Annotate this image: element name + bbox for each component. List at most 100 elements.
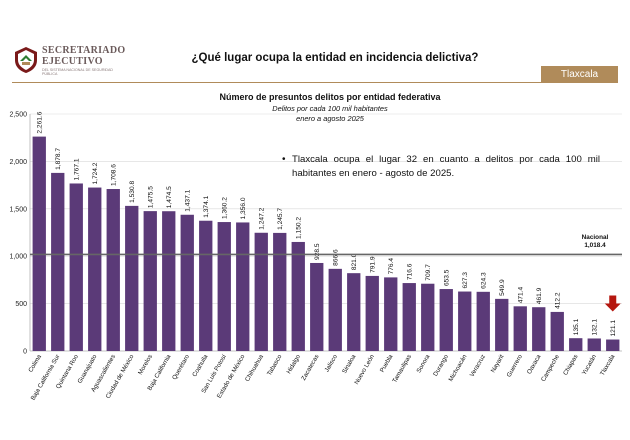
category-label: Nayarit [490,353,506,374]
category-label: Oaxaca [526,353,543,375]
bar [532,307,546,351]
y-tick-label: 500 [15,301,27,308]
bar-value-label: 1,878.7 [55,148,62,170]
bar [569,338,583,351]
national-average-value: 1,018.4 [584,242,606,249]
bar-value-label: 716.6 [407,263,414,280]
bar-value-label: 1,245.7 [277,208,284,230]
chart-period: enero a agosto 2025 [296,114,364,123]
bar [347,273,361,351]
bar [162,211,176,351]
bar-value-label: 624.3 [481,272,488,289]
highlight-arrow-icon [604,295,621,312]
seal-logo-icon [15,47,37,73]
category-label: Veracruz [469,354,487,379]
category-label: Colima [27,353,43,374]
category-label: Chihuahua [244,353,265,383]
bar [291,241,305,351]
bar-value-label: 461.9 [536,287,543,304]
bar-value-label: 1,724.2 [92,162,99,184]
y-tick-label: 1,500 [9,206,27,213]
y-tick-label: 1,000 [9,254,27,261]
org-subtitle: del Sistema Nacional de Seguridad Públic… [42,68,114,77]
bar [384,277,398,351]
bar [365,275,379,351]
bar-value-label: 549.9 [499,279,506,296]
category-label: Campeche [540,353,561,383]
bar-value-label: 121.1 [610,320,617,337]
category-label: Tabasco [266,353,284,377]
category-label: Tlaxcala [599,353,617,377]
category-label: Zacatecas [300,354,320,382]
bar [106,189,120,351]
bar-value-label: 866.6 [333,249,340,266]
category-label: Puebla [379,353,395,374]
bar [143,211,157,351]
bar [254,232,268,351]
bar [69,183,83,351]
page-title: ¿Qué lugar ocupa la entidad en incidenci… [191,52,479,64]
bar-value-label: 776.4 [388,258,395,275]
bar-value-label: 1,767.1 [74,158,81,180]
national-average-label: Nacional 1,018.4 [568,234,622,250]
category-label: Hidalgo [285,353,302,375]
chart-subtitle: Delitos por cada 100 mil habitantes [272,104,388,113]
bar-value-label: 709.7 [425,264,432,281]
bar [587,338,601,351]
bar-value-label: 627.3 [462,272,469,289]
bar [328,268,342,351]
bar [310,262,324,351]
bar-value-label: 1,475.5 [148,186,155,208]
category-label: Guerrero [506,353,525,378]
bar [217,222,231,351]
org-name: SECRETARIADO EJECUTIVO [42,45,126,67]
bar [51,172,65,351]
bar [273,232,287,351]
category-label: Yucatán [581,353,599,376]
bar [458,291,472,351]
bar-value-label: 1,374.1 [203,195,210,217]
category-label: Durango [432,353,450,378]
bar [421,283,435,351]
bar-value-label: 412.2 [555,292,562,309]
category-label: Jalisco [323,353,339,373]
bar-value-label: 2,261.6 [37,111,44,133]
category-label: Querétaro [171,353,191,381]
header-divider [12,82,618,83]
bar [476,291,490,351]
category-label: Morelos [137,354,154,377]
bar [88,187,102,351]
ranking-note: Tlaxcala ocupa el lugar 32 en cuanto a d… [282,153,600,181]
logo: SECRETARIADO EJECUTIVO del Sistema Nacio… [14,44,134,80]
y-tick-label: 2,500 [9,112,27,119]
bar [439,289,453,351]
bar [550,311,564,351]
bar [32,136,46,351]
category-label: Michoacán [447,353,468,383]
bar-value-label: 471.4 [518,286,525,303]
category-label: Sonora [415,353,431,374]
y-tick-label: 0 [23,349,27,356]
national-average-name: Nacional [581,234,609,241]
bar [180,214,194,351]
bar [125,205,139,351]
bar [606,339,620,351]
bar-value-label: 132.1 [592,319,599,336]
y-tick-label: 2,000 [9,159,27,166]
bar-value-label: 1,474.5 [166,186,173,208]
bar-value-label: 1,150.2 [296,217,303,239]
bar-value-label: 791.9 [370,256,377,273]
chart-title: Número de presuntos delitos por entidad … [219,92,441,102]
bar-value-label: 653.5 [444,269,451,286]
bar [402,283,416,351]
bar-value-label: 1,356.0 [240,197,247,219]
bar-value-label: 1,360.2 [222,197,229,219]
bar [513,306,527,351]
bar-value-label: 1,247.2 [259,207,266,229]
bar-value-label: 821.0 [351,253,358,270]
category-label: Coahuila [191,353,210,378]
bar [236,222,250,351]
state-tab[interactable]: Tlaxcala [541,66,618,82]
bar-value-label: 1,437.1 [185,189,192,211]
